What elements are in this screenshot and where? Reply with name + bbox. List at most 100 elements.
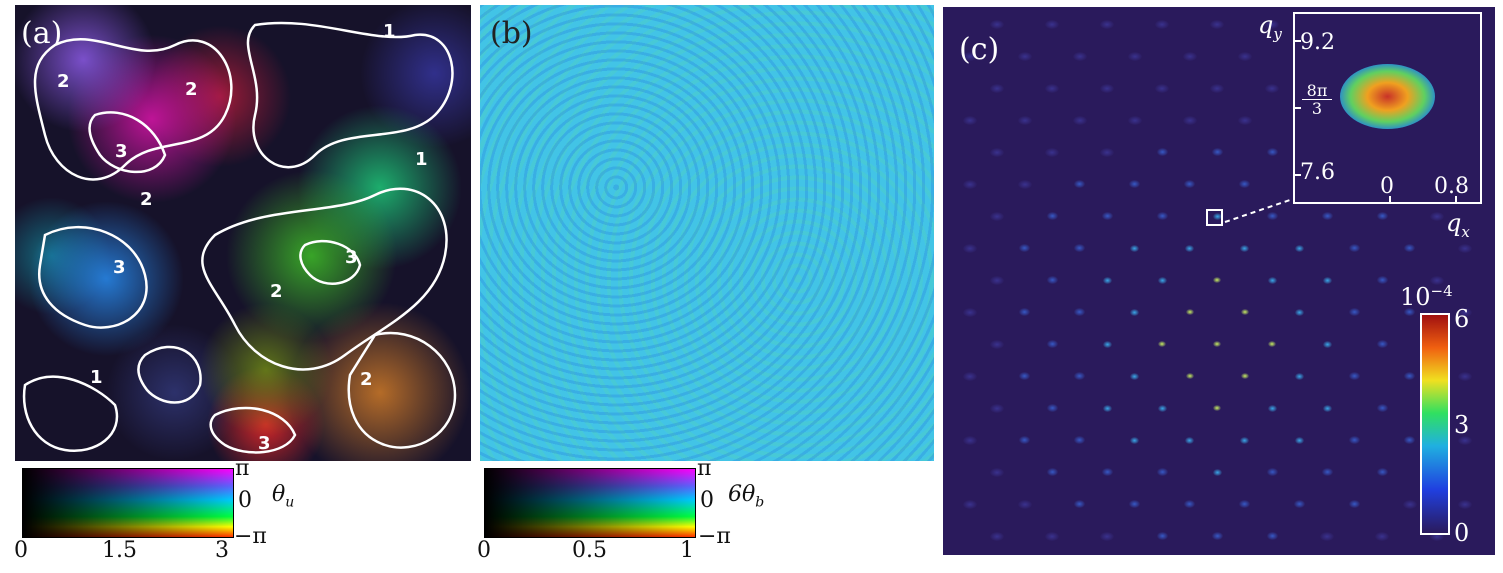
diffraction-spot bbox=[1457, 499, 1472, 509]
diffraction-spot bbox=[990, 531, 1004, 541]
inset-peak bbox=[1340, 64, 1435, 129]
inset-ytick-fraction: 8π 3 bbox=[1302, 82, 1332, 117]
diffraction-spot bbox=[1213, 341, 1221, 347]
diffraction-spot bbox=[1157, 276, 1167, 284]
cmap-a-xtick: 1.5 bbox=[102, 538, 137, 563]
diffraction-spot bbox=[1240, 436, 1249, 444]
diffraction-spot bbox=[1072, 115, 1087, 125]
inset-xlabel: qx bbox=[1446, 209, 1470, 241]
diffraction-spot bbox=[1430, 531, 1444, 541]
diffraction-spot bbox=[1239, 500, 1250, 508]
diffraction-spot bbox=[1404, 436, 1415, 444]
diffraction-spot bbox=[990, 339, 1004, 349]
inset-ytick-bottom: 7.6 bbox=[1300, 160, 1335, 185]
diffraction-spot bbox=[1375, 531, 1389, 541]
inset-xtick: 0.8 bbox=[1434, 174, 1469, 199]
contour-line bbox=[88, 111, 167, 174]
contour-line bbox=[22, 375, 119, 453]
diffraction-spot bbox=[1376, 212, 1388, 220]
diffraction-spot bbox=[1156, 148, 1168, 156]
diffraction-spot bbox=[962, 115, 977, 125]
contour-line bbox=[299, 239, 362, 285]
panel-a-label: (a) bbox=[21, 16, 63, 51]
diffraction-spot bbox=[1457, 435, 1472, 445]
diffraction-spot bbox=[1349, 500, 1360, 508]
zoom-region-box bbox=[1206, 209, 1223, 226]
diffraction-spot bbox=[1017, 51, 1032, 61]
diffraction-spot bbox=[1210, 19, 1224, 29]
panel-a-colormap bbox=[22, 468, 234, 538]
panel-b-label: (b) bbox=[490, 16, 533, 51]
diffraction-spot bbox=[1237, 115, 1252, 125]
diffraction-spot bbox=[1100, 19, 1114, 29]
diffraction-spot bbox=[1349, 436, 1360, 444]
panel-c-inset bbox=[1293, 12, 1482, 204]
cmap-a-tick-top: π bbox=[235, 456, 250, 481]
diffraction-spot bbox=[1017, 499, 1032, 509]
diffraction-spot bbox=[1017, 179, 1032, 189]
diffraction-spot bbox=[1019, 244, 1030, 252]
diffraction-spot bbox=[1074, 436, 1085, 444]
contour-line bbox=[347, 331, 457, 449]
diffraction-spot bbox=[1046, 276, 1058, 284]
zoom-connector bbox=[1224, 198, 1294, 223]
diffraction-spot bbox=[1156, 468, 1168, 476]
diffraction-spot bbox=[1267, 404, 1277, 412]
diffraction-spot bbox=[1046, 340, 1058, 348]
diffraction-spot bbox=[1239, 180, 1250, 188]
diffraction-spot bbox=[1404, 244, 1415, 252]
panel-c-label: (c) bbox=[959, 32, 1000, 67]
inset-xtick-mark bbox=[1455, 196, 1457, 202]
diffraction-spot bbox=[1102, 340, 1112, 348]
diffraction-spot bbox=[1457, 307, 1472, 317]
diffraction-spot bbox=[1210, 83, 1224, 93]
inset-ylabel: qy bbox=[1258, 11, 1282, 43]
diffraction-spot bbox=[1130, 308, 1139, 316]
diffraction-spot bbox=[1266, 532, 1278, 540]
diffraction-spot bbox=[1402, 499, 1417, 509]
diffraction-spot bbox=[1457, 243, 1472, 253]
diffraction-spot bbox=[1019, 436, 1030, 444]
contour-label: 3 bbox=[115, 141, 128, 162]
contour-label: 2 bbox=[140, 189, 153, 210]
diffraction-spot bbox=[1185, 244, 1194, 252]
cmap-b-xtick: 0 bbox=[477, 538, 491, 563]
colorbar-tick-mid: 3 bbox=[1454, 411, 1470, 439]
cmap-b-xtick: 1 bbox=[680, 538, 694, 563]
cmap-a-xtick: 0 bbox=[14, 538, 28, 563]
colorbar-tick-top: 6 bbox=[1454, 305, 1470, 333]
inset-ytick-mark bbox=[1295, 174, 1301, 176]
diffraction-spot bbox=[990, 403, 1004, 413]
panel-b-colormap bbox=[484, 468, 696, 538]
diffraction-spot bbox=[1156, 212, 1168, 220]
diffraction-spot bbox=[990, 83, 1004, 93]
diffraction-spot bbox=[1266, 468, 1278, 476]
diffraction-spot bbox=[1211, 148, 1223, 156]
contour-line bbox=[137, 345, 202, 404]
diffraction-spot bbox=[1129, 500, 1140, 508]
diffraction-spot bbox=[962, 371, 977, 381]
diffraction-spot bbox=[1019, 372, 1030, 380]
cmap-b-tick-bottom: −π bbox=[698, 524, 731, 549]
cmap-b-tick-top: π bbox=[697, 456, 712, 481]
diffraction-spot bbox=[1158, 341, 1166, 347]
diffraction-spot bbox=[1265, 83, 1279, 93]
diffraction-spot bbox=[1322, 276, 1332, 284]
diffraction-spot bbox=[962, 307, 977, 317]
contour-label: 1 bbox=[90, 367, 103, 388]
cmap-b-tick-mid: 0 bbox=[700, 488, 714, 513]
contour-label: 1 bbox=[415, 149, 428, 170]
diffraction-spot bbox=[1211, 532, 1223, 540]
diffraction-spot bbox=[1127, 115, 1142, 125]
diffraction-spot bbox=[1265, 19, 1279, 29]
contour-label: 3 bbox=[258, 433, 271, 454]
cmap-a-angle-label: θu bbox=[272, 482, 295, 511]
diffraction-spot bbox=[1376, 468, 1388, 476]
diffraction-spot bbox=[1457, 371, 1472, 381]
diffraction-spot bbox=[1046, 212, 1058, 220]
diffraction-spot bbox=[1100, 83, 1114, 93]
diffraction-spot bbox=[1349, 244, 1360, 252]
panel-c-colorbar bbox=[1420, 313, 1450, 535]
diffraction-spot bbox=[1185, 436, 1194, 444]
diffraction-spot bbox=[1102, 276, 1112, 284]
